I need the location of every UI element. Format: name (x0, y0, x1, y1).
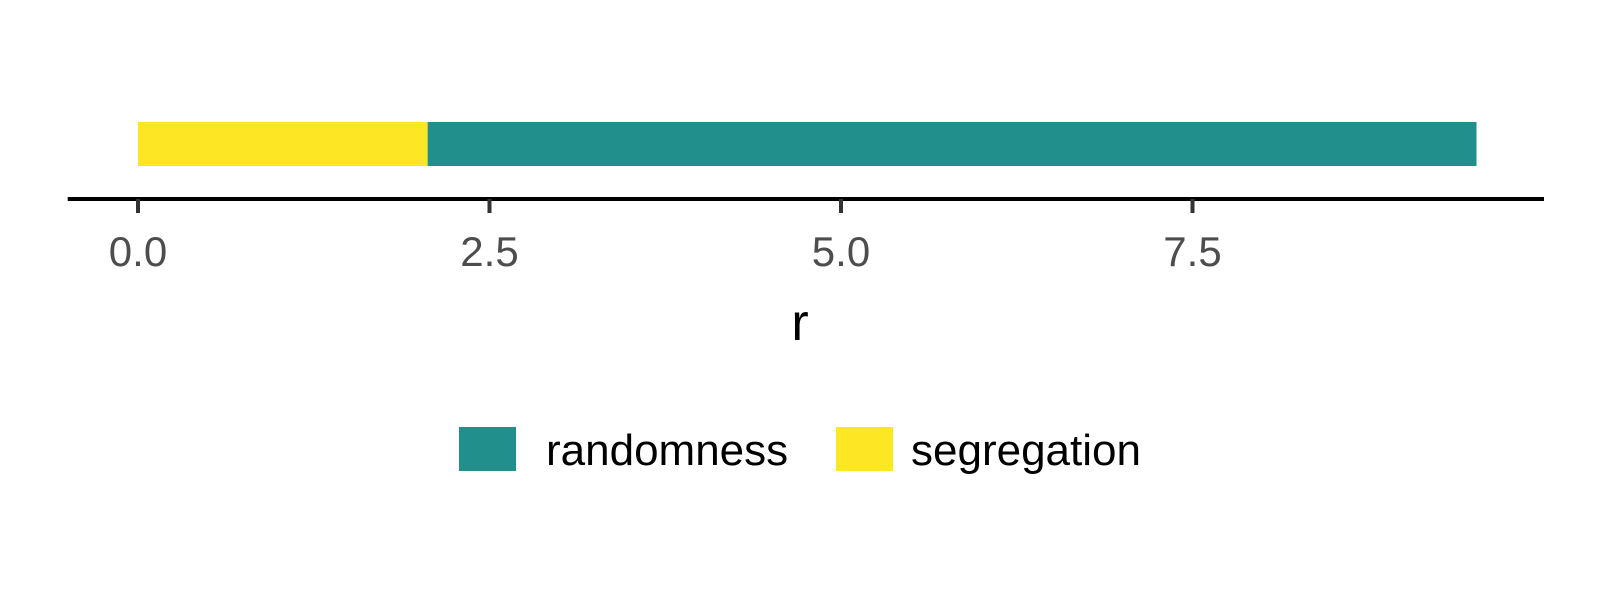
legend-label-segregation: segregation (911, 426, 1141, 475)
x-axis-ticks: 0.0 2.5 5.0 7.5 (109, 199, 1222, 275)
legend-key-segregation (836, 427, 893, 471)
legend-label-randomness: randomness (546, 426, 788, 475)
x-tick-label: 0.0 (109, 228, 167, 275)
x-tick-label: 7.5 (1163, 228, 1221, 275)
legend: randomness segregation (459, 426, 1141, 475)
legend-key-randomness (459, 427, 516, 471)
bar-segregation (138, 122, 428, 166)
bar-segments (138, 122, 1477, 166)
x-tick-label: 2.5 (460, 228, 518, 275)
x-tick-label: 5.0 (812, 228, 870, 275)
x-axis-title: r (791, 294, 808, 352)
bar-randomness (427, 122, 1477, 166)
